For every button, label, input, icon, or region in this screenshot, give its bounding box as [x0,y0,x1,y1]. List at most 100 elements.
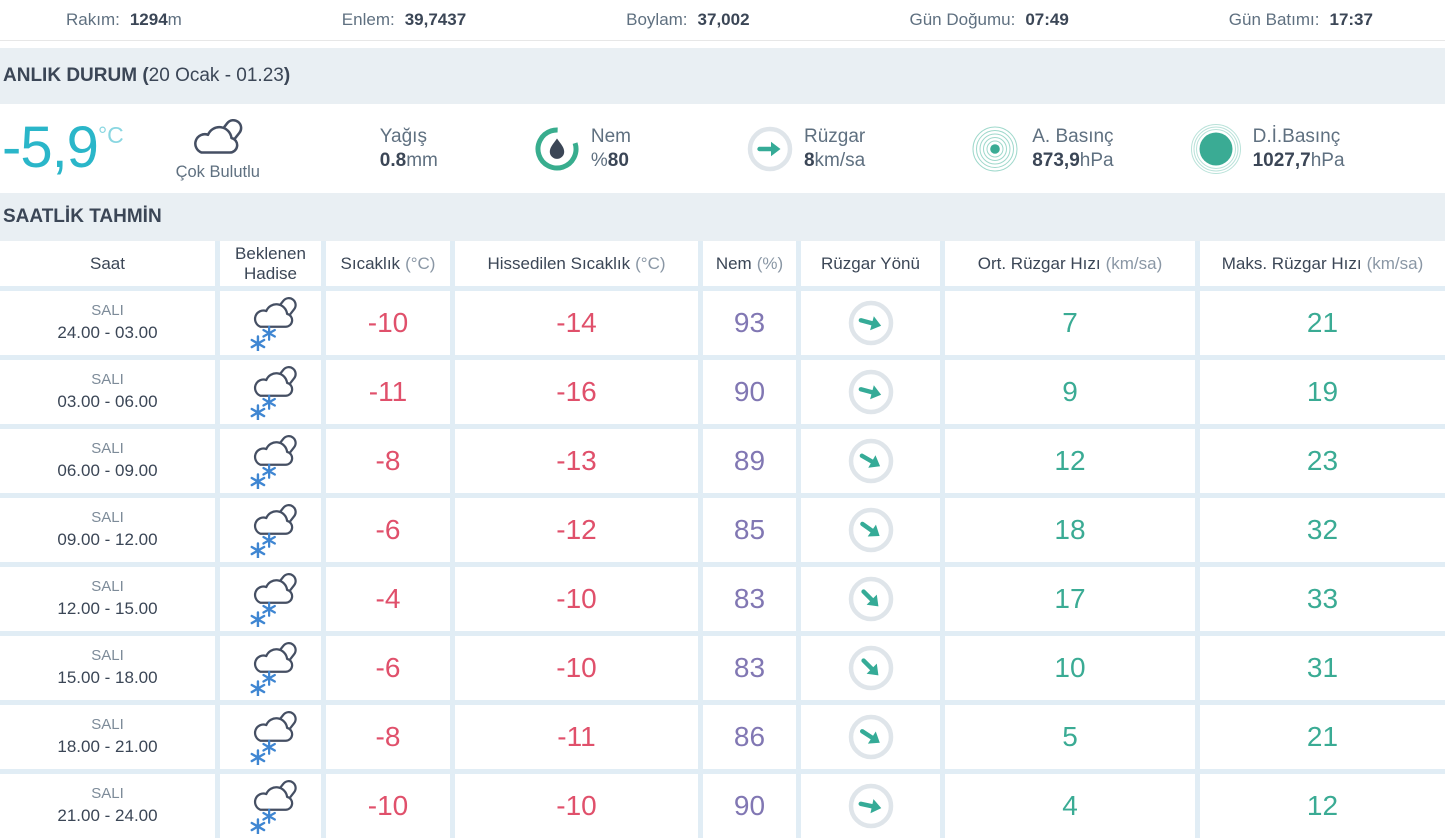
latitude-info: Enlem: 39,7437 [342,10,466,30]
wind-direction-arrow-icon [848,438,893,484]
day-label: SALI [91,647,124,665]
cloudy-icon [193,115,246,154]
expected-event-cell [220,291,321,355]
time-range: 06.00 - 09.00 [57,460,158,480]
time-cell: SALI 15.00 - 18.00 [0,636,215,700]
snow-cloud-icon [241,502,301,558]
humidity-cell: 93 [703,291,796,355]
wind-direction-arrow-icon [848,783,893,829]
sea-level-pressure-label: D.İ.Basınç [1252,125,1341,147]
time-cell: SALI 24.00 - 03.00 [0,291,215,355]
temperature-cell: -8 [326,429,450,493]
sea-level-pressure-metric: D.İ.Basınç 1027,7hPa [1190,123,1345,175]
wind-direction-arrow-icon [848,507,893,553]
sea-level-pressure-value: 1027,7hPa [1252,149,1345,171]
avg-wind-cell: 7 [945,291,1195,355]
expected-event-cell [220,498,321,562]
sunset-label: Gün Batımı: [1228,10,1320,29]
humidity-cell: 83 [703,636,796,700]
sunrise-info: Gün Doğumu: 07:49 [910,10,1069,30]
feels-like-cell: -10 [455,567,698,631]
wind-metric: Rüzgar 8km/sa [747,125,865,173]
latitude-value: 39,7437 [404,10,467,29]
humidity-cell: 90 [703,360,796,424]
sunset-value: 17:37 [1329,10,1373,29]
wind-value: 8km/sa [803,149,866,171]
section-title: ANLIK DURUM ( [3,65,149,86]
wind-direction-cell [801,774,940,838]
hourly-forecast-header: SAATLİK TAHMİN [0,193,1445,241]
humidity-gauge-icon [535,127,579,170]
time-range: 18.00 - 21.00 [57,736,158,756]
time-range: 21.00 - 24.00 [57,805,158,825]
wind-direction-cell [801,360,940,424]
time-cell: SALI 18.00 - 21.00 [0,705,215,769]
current-conditions-panel: -5,9 °C Çok Bulutlu Yağış 0.8mm Nem %80 … [0,104,1445,193]
col-header-avg-wind: Ort. Rüzgar Hızı (km/sa) [945,241,1195,286]
altitude-label: Rakım: [66,10,120,29]
time-cell: SALI 09.00 - 12.00 [0,498,215,562]
temperature-cell: -8 [326,705,450,769]
expected-event-cell [220,567,321,631]
temperature-value: -5,9 [2,115,99,181]
feels-like-cell: -14 [455,291,698,355]
altitude-value: 1294m [129,10,182,29]
expected-event-cell [220,705,321,769]
day-label: SALI [91,302,124,320]
precipitation-metric: Yağış 0.8mm [380,125,438,173]
hourly-forecast-table: Saat Beklenen Hadise Sıcaklık (°C) Hissed… [0,241,1445,838]
feels-like-cell: -10 [455,774,698,838]
wind-direction-arrow-icon [848,645,893,691]
current-temperature: -5,9 °C [0,115,124,181]
temperature-cell: -6 [326,498,450,562]
col-header-feels-like: Hissedilen Sıcaklık (°C) [455,241,698,286]
max-wind-cell: 21 [1200,291,1445,355]
sunset-info: Gün Batımı: 17:37 [1229,10,1373,30]
feels-like-cell: -10 [455,636,698,700]
wind-label: Rüzgar [803,125,866,147]
avg-wind-cell: 9 [945,360,1195,424]
day-label: SALI [91,509,124,527]
humidity-cell: 86 [703,705,796,769]
longitude-info: Boylam: 37,002 [626,10,749,30]
wind-direction-arrow-icon [848,369,893,415]
time-cell: SALI 12.00 - 15.00 [0,567,215,631]
wind-direction-cell [801,498,940,562]
max-wind-cell: 31 [1200,636,1445,700]
time-range: 24.00 - 03.00 [57,322,158,342]
longitude-label: Boylam: [626,10,688,29]
snow-cloud-icon [241,295,301,351]
current-conditions-header: ANLIK DURUM (20 Ocak - 01.23) [0,48,1445,104]
wind-direction-cell [801,291,940,355]
col-header-expected-event: Beklenen Hadise [220,241,321,286]
day-label: SALI [91,716,124,734]
temperature-cell: -10 [326,774,450,838]
section-date: 20 Ocak - 01.23 [148,65,284,86]
longitude-value: 37,002 [697,10,750,29]
wind-direction-cell [801,705,940,769]
humidity-cell: 89 [703,429,796,493]
time-range: 03.00 - 06.00 [57,391,158,411]
wind-direction-cell [801,429,940,493]
condition-label: Çok Bulutlu [175,162,260,181]
sunrise-label: Gün Doğumu: [909,10,1016,29]
actual-pressure-metric: A. Basınç 873,9hPa [969,123,1114,175]
wind-direction-arrow-icon [848,714,893,760]
time-cell: SALI 03.00 - 06.00 [0,360,215,424]
max-wind-cell: 23 [1200,429,1445,493]
snow-cloud-icon [241,640,301,696]
wind-direction-cell [801,636,940,700]
max-wind-cell: 12 [1200,774,1445,838]
feels-like-cell: -12 [455,498,698,562]
current-condition: Çok Bulutlu [152,115,284,182]
expected-event-cell [220,360,321,424]
snow-cloud-icon [241,709,301,765]
time-range: 09.00 - 12.00 [57,529,158,549]
actual-pressure-icon [972,126,1018,171]
actual-pressure-value: 873,9hPa [1032,149,1114,171]
col-header-max-wind: Maks. Rüzgar Hızı (km/sa) [1200,241,1445,286]
time-range: 15.00 - 18.00 [57,667,158,687]
temperature-cell: -10 [326,291,450,355]
max-wind-cell: 21 [1200,705,1445,769]
max-wind-cell: 32 [1200,498,1445,562]
